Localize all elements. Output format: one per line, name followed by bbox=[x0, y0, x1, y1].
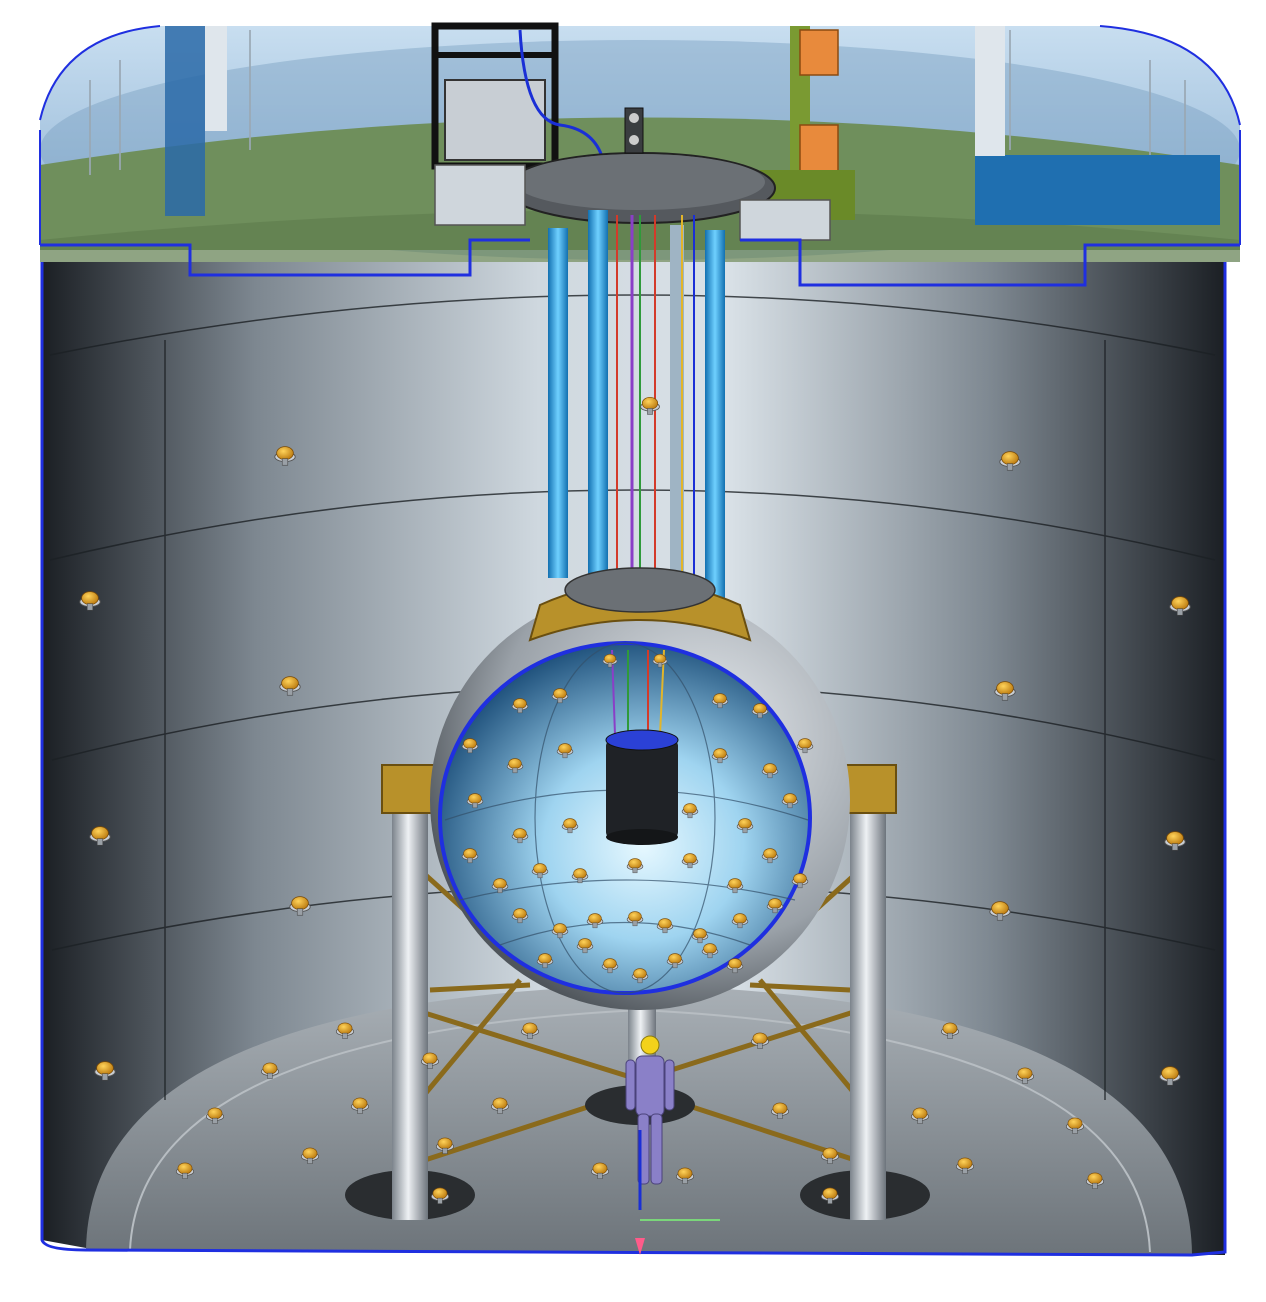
person-figure-icon bbox=[625, 1035, 675, 1210]
coordinate-axis-icon bbox=[635, 1219, 720, 1255]
